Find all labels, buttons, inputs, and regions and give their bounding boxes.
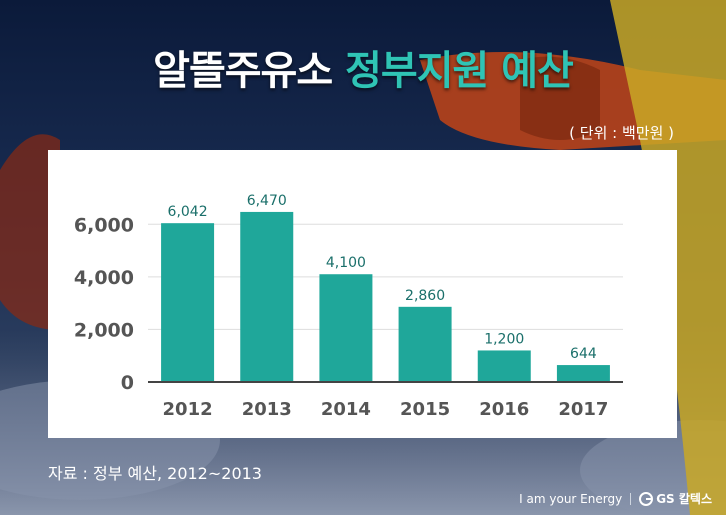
x-tick-label: 2012 bbox=[163, 399, 213, 420]
gs-logo-icon bbox=[639, 491, 654, 506]
x-tick-label: 2016 bbox=[479, 399, 529, 420]
x-tick-label: 2015 bbox=[400, 399, 450, 420]
bar-chart: 0 2,000 4,000 6,000 6,042 2012 6,470 2013 4,100 2… bbox=[74, 193, 623, 420]
brand-divider bbox=[630, 492, 632, 505]
brand-slogan: I am your Energy bbox=[519, 491, 623, 506]
bar bbox=[556, 365, 610, 382]
data-label: 4,100 bbox=[326, 255, 366, 271]
brand-footer: I am your Energy GS 칼텍스 bbox=[519, 490, 712, 507]
gs-caltex-logo: GS 칼텍스 bbox=[639, 490, 712, 507]
bar bbox=[319, 274, 373, 382]
brand-name: GS 칼텍스 bbox=[656, 492, 712, 506]
page-title: 알뜰주유소 정부지원 예산 bbox=[0, 38, 726, 96]
bar bbox=[240, 211, 294, 382]
source-note: 자료 : 정부 예산, 2012~2013 bbox=[48, 464, 262, 483]
bar bbox=[398, 306, 452, 382]
data-label: 2,860 bbox=[405, 288, 445, 304]
unit-label: ( 단위 : 백만원 ) bbox=[569, 124, 674, 142]
x-tick-label: 2017 bbox=[558, 399, 608, 420]
x-tick-label: 2014 bbox=[321, 399, 371, 420]
data-label: 6,042 bbox=[168, 204, 208, 220]
chart-panel: 0 2,000 4,000 6,000 6,042 2012 6,470 2013 4,100 2… bbox=[48, 150, 677, 438]
y-tick-label: 6,000 bbox=[74, 214, 134, 236]
bar bbox=[477, 350, 531, 382]
title-accent: 정부지원 예산 bbox=[345, 48, 574, 94]
y-tick-label: 4,000 bbox=[74, 267, 134, 289]
data-label: 644 bbox=[570, 346, 597, 362]
x-tick-label: 2013 bbox=[242, 399, 292, 420]
title-primary: 알뜰주유소 bbox=[153, 48, 333, 94]
y-tick-label: 0 bbox=[121, 372, 134, 394]
data-label: 1,200 bbox=[484, 331, 524, 347]
y-tick-label: 2,000 bbox=[74, 319, 134, 341]
data-label: 6,470 bbox=[247, 193, 287, 209]
bar bbox=[161, 223, 215, 382]
